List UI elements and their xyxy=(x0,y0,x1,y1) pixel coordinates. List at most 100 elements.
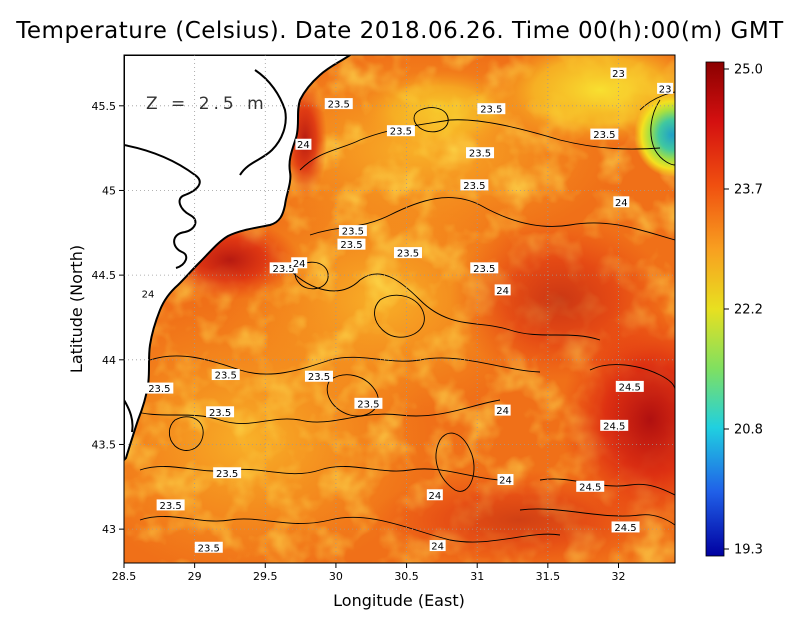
contour-label-text: 23.5 xyxy=(463,181,485,192)
contour-label-text: 23.5 xyxy=(397,249,419,260)
contour-label-box xyxy=(477,103,506,115)
contour-label: 23 xyxy=(610,67,627,80)
contour-label-box xyxy=(494,404,511,416)
contour-label: 23.5 xyxy=(338,225,367,238)
contour-label: 23 xyxy=(657,82,674,95)
contour-label: 23.5 xyxy=(460,179,489,192)
contour-label-text: 23.5 xyxy=(308,372,330,383)
contour-label: 23.5 xyxy=(393,247,422,260)
contour-label: 24.5 xyxy=(576,480,605,493)
contour-line xyxy=(539,478,675,496)
contour-label: 23.5 xyxy=(354,397,383,410)
cold-spot xyxy=(634,93,675,177)
contour-label-box xyxy=(613,196,630,208)
contour-label-box xyxy=(470,262,499,274)
contour-label-text: 24 xyxy=(142,289,155,300)
contour-line xyxy=(168,416,204,451)
x-tick-label: 30 xyxy=(329,570,343,583)
colorbar-ticks: 25.0 23.7 22.2 20.8 19.3 xyxy=(724,63,763,558)
contour-label: 23.5 xyxy=(470,262,499,275)
contour-label-box xyxy=(429,540,446,552)
contour-label-text: 24 xyxy=(431,542,444,553)
yellow-northeast xyxy=(490,55,675,145)
contour-label-box xyxy=(466,147,495,159)
contour-line xyxy=(289,269,601,341)
contour-label-text: 24.5 xyxy=(603,421,625,432)
contour-label: 24 xyxy=(494,404,511,417)
contour-line xyxy=(309,197,675,241)
land-coast xyxy=(124,55,352,462)
contour-lines xyxy=(129,91,675,543)
contour-label: 24 xyxy=(426,489,443,502)
contour-label-text: 24 xyxy=(499,476,512,487)
contour-label: 23.5 xyxy=(206,406,235,419)
contour-label-box xyxy=(295,138,312,150)
contour-line xyxy=(639,91,675,111)
contour-label: 23.5 xyxy=(145,382,174,395)
y-tick-label: 43.5 xyxy=(92,438,117,451)
contour-label-box xyxy=(304,370,333,382)
contour-label-text: 24.5 xyxy=(579,482,601,493)
contour-label-text: 23.5 xyxy=(209,408,231,419)
chart-title: Temperature (Celsius). Date 2018.06.26. … xyxy=(16,18,784,44)
contour-label: 23.5 xyxy=(194,541,223,554)
plot-frame xyxy=(123,54,676,564)
contour-label-box xyxy=(600,419,629,431)
x-tick-label: 28.5 xyxy=(112,570,137,583)
contour-label-text: 23.5 xyxy=(390,127,412,138)
contour-label-box xyxy=(576,480,605,492)
contour-line xyxy=(326,374,379,417)
contour-line xyxy=(374,294,425,338)
contour-label-text: 23.5 xyxy=(198,543,220,554)
contour-label-box xyxy=(194,541,223,553)
x-tick-label: 31.5 xyxy=(536,570,561,583)
contour-label-box xyxy=(657,82,674,94)
contour-label-text: 23.5 xyxy=(216,469,238,480)
contour-label-box xyxy=(140,287,157,299)
contour-label-box xyxy=(497,474,514,486)
y-tick-label: 44.5 xyxy=(92,269,117,282)
contour-label-box xyxy=(354,397,383,409)
y-axis-label: Latitude (North) xyxy=(67,245,86,373)
contour-label: 24 xyxy=(494,284,511,297)
contour-label: 24 xyxy=(295,138,312,151)
contour-label-text: 23.5 xyxy=(357,399,379,410)
contour-label: 24 xyxy=(291,257,308,270)
contour-label-text: 23.5 xyxy=(148,384,170,395)
contour-label-box xyxy=(337,238,366,250)
colorbar-tick-label: 23.7 xyxy=(734,183,763,198)
contour-line xyxy=(139,516,561,543)
contour-label-box xyxy=(145,382,174,394)
contour-label-text: 24 xyxy=(428,491,441,502)
contour-label: 23.5 xyxy=(324,98,353,111)
contour-label: 23.5 xyxy=(304,370,333,383)
x-tick-label: 32 xyxy=(611,570,625,583)
y-tick-label: 43 xyxy=(102,523,116,536)
contour-label-text: 23.5 xyxy=(480,105,502,116)
contour-label-text: 24 xyxy=(496,406,509,417)
contour-label: 23.5 xyxy=(466,147,495,160)
contour-label: 24 xyxy=(140,287,157,300)
x-axis-ticks: 28.5 29 29.5 30 30.5 31 31.5 32 xyxy=(112,563,625,583)
inner-lake-coast xyxy=(124,144,201,269)
inner-lake-coast xyxy=(239,69,287,176)
depth-label: Z = 2.5 m xyxy=(146,94,268,114)
contour-label: 23.5 xyxy=(156,499,185,512)
contour-label-text: 24.5 xyxy=(614,523,636,534)
contour-label: 23.5 xyxy=(337,238,366,251)
contour-label: 23.5 xyxy=(269,262,298,275)
x-tick-label: 30.5 xyxy=(394,570,419,583)
x-tick-label: 29 xyxy=(188,570,202,583)
contour-line xyxy=(129,399,501,424)
contour-label-text: 23 xyxy=(659,84,672,95)
contour-line xyxy=(294,261,329,290)
contour-label-box xyxy=(611,521,640,533)
contour-line xyxy=(589,364,675,391)
contour-label-text: 24 xyxy=(615,198,628,209)
contour-label-box xyxy=(460,179,489,191)
contour-label-box xyxy=(206,406,235,418)
contour-line xyxy=(435,432,475,492)
hot-south xyxy=(370,470,670,563)
contour-label-text: 24 xyxy=(297,140,310,151)
